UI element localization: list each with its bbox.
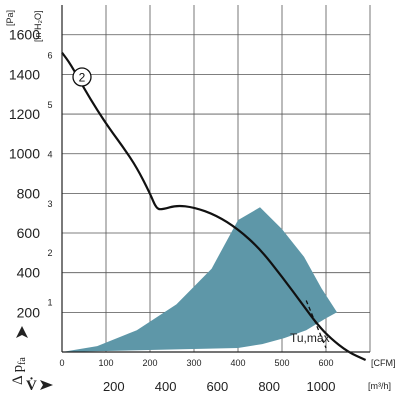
operating-area-layer: [62, 207, 337, 352]
inh2o-tick-labels: 1 2 3 4 5 6: [47, 51, 52, 308]
cfm-tick-label: 400: [230, 358, 245, 368]
cfm-tick-label: 100: [98, 358, 113, 368]
pa-tick-label: 1600: [9, 27, 40, 43]
m3h-tick-label: 800: [258, 379, 280, 394]
pa-tick-label: 400: [17, 265, 41, 281]
cfm-tick-label: 600: [318, 358, 333, 368]
pa-tick-labels: 200 400 600 800 1000 1200 1400 1600: [9, 27, 40, 321]
m3h-tick-label: 200: [103, 379, 125, 394]
unit-in-h2o: [in H₂O]: [33, 11, 43, 43]
pa-tick-label: 1200: [9, 106, 40, 122]
unit-pa: [Pa]: [5, 10, 15, 26]
curve-layer: [61, 51, 367, 362]
operating-area: [62, 207, 337, 352]
tu-max-dashed-line: [305, 300, 327, 349]
m3h-tick-labels: 200 400 600 800 1000: [103, 379, 335, 394]
pa-tick-label: 800: [17, 185, 41, 201]
inh2o-tick-label: 5: [47, 100, 52, 110]
m3h-tick-label: 1000: [307, 379, 336, 394]
tu-max-label: Tu,max: [290, 331, 330, 345]
m3h-tick-label: 400: [155, 379, 177, 394]
cfm-tick-label: 0: [59, 358, 64, 368]
cfm-tick-labels: 0 100 200 300 400 500 600: [59, 358, 333, 368]
y-axis-arrow-icon: [16, 326, 28, 338]
cfm-tick-label: 200: [142, 358, 157, 368]
pa-tick-label: 600: [17, 225, 41, 241]
inh2o-tick-label: 2: [47, 248, 52, 258]
inh2o-tick-label: 4: [47, 149, 52, 159]
cfm-tick-label: 500: [274, 358, 289, 368]
curve-label: 2: [79, 71, 86, 85]
y-axis-symbol: Δ pfa: [10, 357, 28, 385]
fan-curve-2: [61, 51, 367, 362]
x-axis-arrow-icon: [40, 380, 53, 390]
inh2o-tick-label: 6: [47, 51, 52, 61]
frame-layer: [61, 5, 370, 353]
unit-cfm: [CFM]: [371, 358, 396, 368]
pa-tick-label: 1400: [9, 66, 40, 82]
inh2o-tick-label: 3: [47, 199, 52, 209]
inh2o-tick-label: 1: [47, 298, 52, 308]
unit-m3h: [m³/h]: [368, 381, 391, 391]
pa-tick-label: 1000: [9, 146, 40, 162]
pa-tick-label: 200: [17, 304, 41, 320]
svg-text:Δ pfa: Δ pfa: [10, 357, 28, 385]
cfm-tick-label: 300: [186, 358, 201, 368]
curve-label-circle: [72, 67, 92, 87]
x-axis-symbol: V̇: [26, 377, 37, 394]
m3h-tick-label: 600: [207, 379, 229, 394]
